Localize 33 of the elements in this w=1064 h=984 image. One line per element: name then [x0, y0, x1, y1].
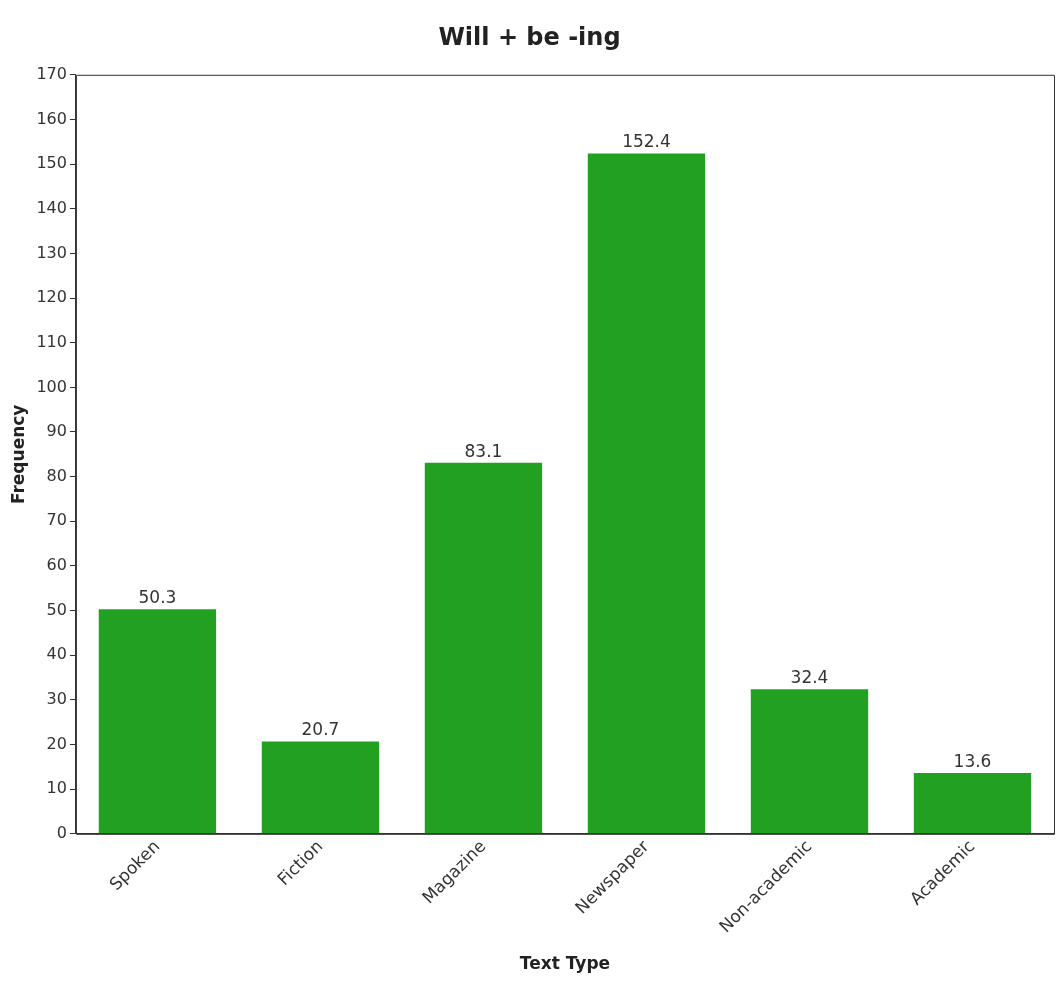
bar [424, 462, 543, 834]
y-tick-label: 120 [36, 287, 67, 307]
y-tick-label: 80 [46, 465, 67, 485]
y-tick-label: 20 [46, 733, 67, 753]
y-tick-label: 10 [46, 778, 67, 798]
y-tick-label: 170 [36, 63, 67, 83]
y-tick-label: 90 [46, 421, 67, 441]
bar [913, 773, 1032, 834]
y-tick-label: 60 [46, 555, 67, 575]
y-tick-label: 130 [36, 242, 67, 262]
data-label: 32.4 [790, 667, 829, 688]
y-tick-label: 100 [36, 376, 67, 396]
y-tick-label: 70 [46, 510, 67, 530]
y-tick-label: 160 [36, 108, 67, 128]
y-tick-label: 40 [46, 644, 67, 664]
x-axis-title: Text Type [519, 953, 611, 974]
y-tick-label: 140 [36, 197, 67, 217]
data-label: 13.6 [953, 751, 992, 772]
bar [98, 609, 217, 834]
chart-title: Will + be -ing [438, 22, 621, 51]
data-label: 20.7 [301, 719, 340, 740]
data-label: 50.3 [138, 587, 177, 608]
bar [750, 689, 869, 834]
bar [587, 153, 706, 834]
y-tick-label: 150 [36, 153, 67, 173]
y-axis-title: Frequency [7, 404, 28, 505]
y-tick-label: 30 [46, 689, 67, 709]
bar [261, 741, 380, 834]
y-tick-label: 50 [46, 599, 67, 619]
y-tick-label: 110 [36, 331, 67, 351]
data-label: 152.4 [622, 131, 671, 152]
y-tick-label: 0 [56, 823, 67, 842]
data-label: 83.1 [464, 440, 503, 461]
